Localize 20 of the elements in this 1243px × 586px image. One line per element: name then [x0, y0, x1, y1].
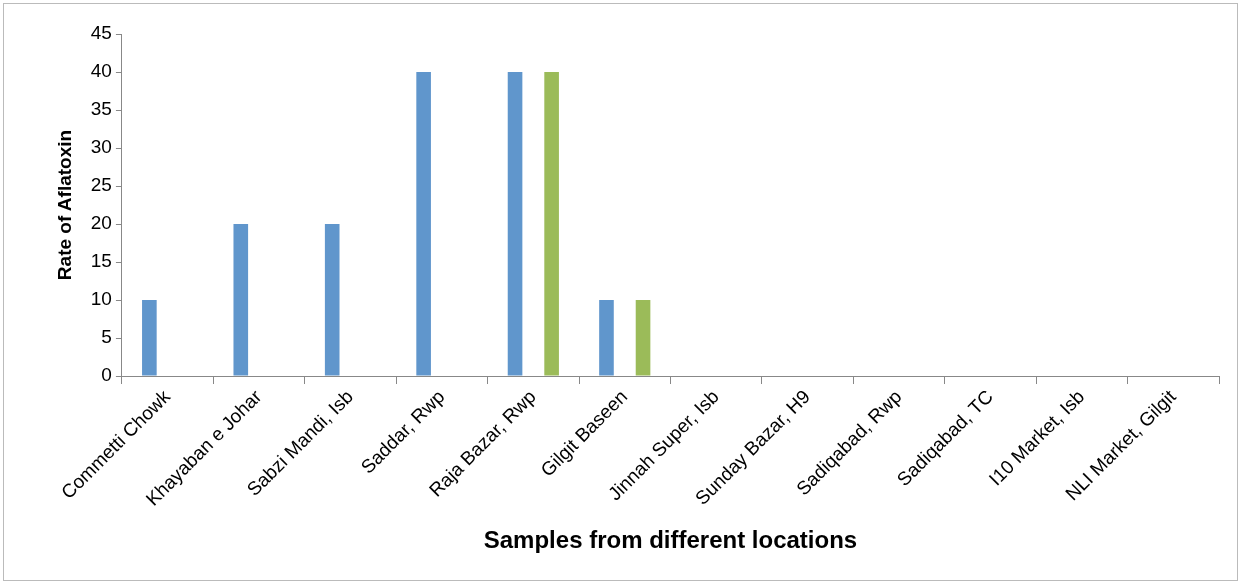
y-tick-label: 10 [90, 288, 112, 310]
bar [635, 300, 651, 376]
bar [142, 300, 157, 376]
y-tick-label: 25 [90, 174, 112, 196]
bar [507, 72, 523, 376]
bar [599, 300, 614, 376]
bar [544, 72, 559, 376]
bar [324, 224, 340, 376]
y-tick-label: 35 [90, 98, 112, 120]
y-tick-label: 30 [90, 136, 112, 158]
y-tick-label: 15 [90, 250, 112, 272]
bar [416, 72, 431, 376]
y-tick-label: 20 [90, 212, 112, 234]
y-tick-label: 0 [101, 364, 112, 386]
y-tick-label: 5 [101, 326, 112, 348]
y-tick-label: 45 [90, 22, 112, 44]
x-axis-title: Samples from different locations [483, 526, 858, 554]
y-tick-label: 40 [90, 60, 112, 82]
y-axis-title: Rate of Aflatoxin [53, 129, 75, 281]
bar [233, 224, 249, 376]
